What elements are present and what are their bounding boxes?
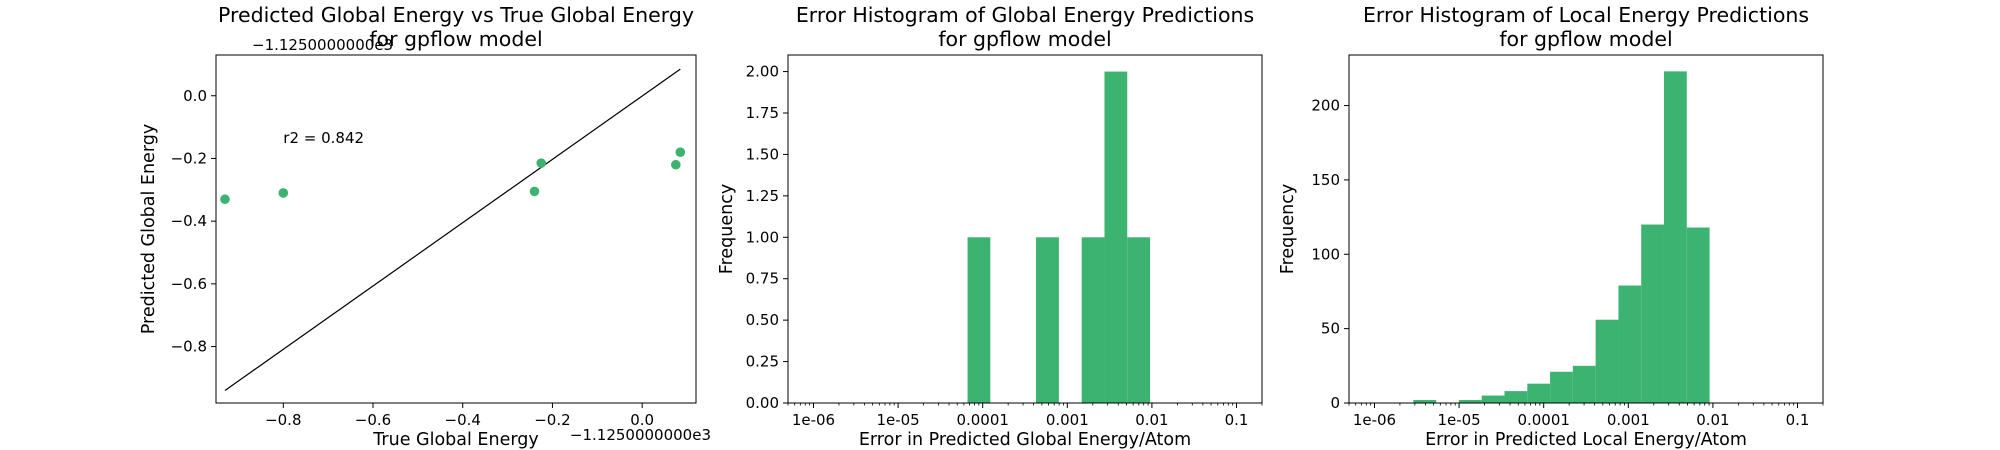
histogram-bar — [1618, 285, 1642, 403]
x-tick-label: 0.01 — [1135, 411, 1168, 429]
histogram-bar — [1550, 371, 1573, 403]
y-tick-label: 150 — [1311, 171, 1340, 189]
x-tick-label: −0.4 — [445, 411, 481, 429]
x-tick-label: 0.0 — [630, 411, 654, 429]
data-point — [675, 147, 686, 157]
histogram-bar — [1595, 319, 1619, 403]
y-tick-label: 200 — [1311, 97, 1340, 115]
y-tick-label: 1.25 — [746, 187, 779, 205]
y-offset-label: −1.1250000000e3 — [252, 36, 393, 54]
data-point — [529, 186, 540, 197]
histogram-bar — [1527, 383, 1551, 403]
y-tick-label: 50 — [1321, 320, 1340, 338]
axes-frame — [1348, 54, 1824, 404]
data-point — [536, 158, 547, 168]
x-tick-label: 0.001 — [1607, 411, 1650, 429]
y-tick-label: 0.50 — [746, 311, 779, 329]
x-tick-label: −0.6 — [355, 411, 391, 429]
x-axis-label: Error in Predicted Global Energy/Atom — [859, 430, 1191, 450]
histogram-bar — [1104, 71, 1128, 404]
y-tick-label: 0 — [1330, 394, 1340, 412]
y-tick-label: 0.00 — [746, 394, 779, 412]
histogram-bar — [1686, 227, 1710, 403]
y-tick-label: 1.50 — [746, 145, 779, 163]
axes-frame — [787, 54, 1263, 404]
y-tick-label: −0.8 — [171, 338, 207, 356]
x-tick-label: 0.1 — [1786, 411, 1810, 429]
y-axis-label: Predicted Global Energy — [139, 124, 159, 334]
chart-title-line2: for gpflow model — [938, 27, 1111, 51]
local-error-histogram-panel: Error Histogram of Local Energy Predicti… — [1278, 3, 1824, 450]
x-axis-label: Error in Predicted Local Energy/Atom — [1425, 430, 1747, 450]
data-point — [671, 159, 681, 170]
y-tick-label: 1.75 — [746, 104, 779, 122]
histogram-bar — [1481, 395, 1505, 403]
y-axis-label: Frequency — [717, 184, 737, 274]
y-tick-label: −0.2 — [171, 149, 207, 167]
x-tick-label: 1e-06 — [792, 411, 835, 429]
y-tick-label: 0.25 — [746, 353, 779, 371]
histogram-bar — [967, 237, 991, 403]
y-tick-label: 0.75 — [746, 270, 779, 288]
fit-line — [224, 68, 681, 391]
data-point — [278, 188, 289, 198]
histogram-bar — [1413, 400, 1437, 403]
histogram-bar — [1127, 237, 1151, 403]
x-tick-label: 0.1 — [1225, 411, 1249, 429]
y-tick-label: 2.00 — [746, 63, 779, 81]
chart-title-line1: Predicted Global Energy vs True Global E… — [218, 3, 694, 27]
x-tick-label: −0.2 — [534, 411, 570, 429]
x-offset-label: −1.1250000000e3 — [570, 426, 711, 444]
y-tick-label: 100 — [1311, 245, 1340, 263]
y-tick-label: −0.6 — [171, 275, 207, 293]
r2-annotation: r2 = 0.842 — [283, 129, 364, 147]
x-tick-label: 1e-06 — [1353, 411, 1396, 429]
x-tick-label: 1e-05 — [1437, 411, 1480, 429]
histogram-bar — [1641, 224, 1664, 403]
y-tick-label: −0.4 — [171, 212, 207, 230]
x-tick-label: 1e-05 — [876, 411, 919, 429]
y-tick-label: 0.0 — [183, 87, 207, 105]
axes-frame — [215, 54, 697, 404]
histogram-bar — [1458, 400, 1482, 403]
chart-title-line1: Error Histogram of Global Energy Predict… — [796, 3, 1254, 27]
scatter-panel: Predicted Global Energy vs True Global E… — [139, 3, 711, 450]
histogram-bar — [1504, 391, 1528, 403]
chart-title-line2: for gpflow model — [1499, 27, 1672, 51]
x-tick-label: 0.01 — [1696, 411, 1729, 429]
x-tick-label: 0.0001 — [1517, 411, 1570, 429]
y-tick-label: 1.00 — [746, 228, 779, 246]
histogram-bar — [1036, 237, 1059, 403]
x-tick-label: 0.0001 — [956, 411, 1009, 429]
histogram-bar — [1572, 365, 1596, 403]
y-axis-label: Frequency — [1278, 184, 1298, 274]
global-error-histogram-panel: Error Histogram of Global Energy Predict… — [717, 3, 1263, 450]
chart-title-line2: for gpflow model — [369, 27, 542, 51]
data-point — [220, 194, 230, 205]
x-axis-label: True Global Energy — [372, 430, 538, 450]
x-tick-label: −0.8 — [265, 411, 301, 429]
chart-title-line1: Error Histogram of Local Energy Predicti… — [1363, 3, 1809, 27]
histogram-bar — [1663, 71, 1687, 403]
x-tick-label: 0.001 — [1046, 411, 1089, 429]
histogram-bar — [1081, 237, 1105, 403]
